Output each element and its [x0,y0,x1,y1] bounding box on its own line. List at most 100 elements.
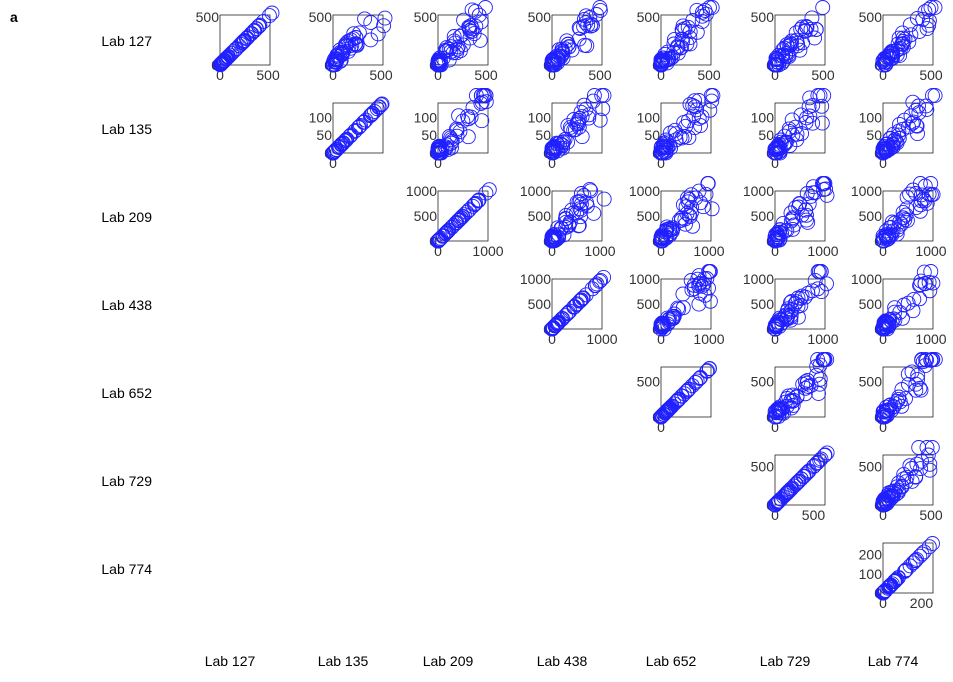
x-tick-label: 0 [879,67,887,83]
data-point [465,100,481,116]
data-point [895,210,911,226]
data-point [806,458,822,474]
column-label: Lab 127 [205,653,256,669]
data-point [685,218,701,234]
data-point [915,354,931,370]
data-point [331,139,347,155]
axes-frame [774,102,826,154]
axes-frame [437,102,489,154]
data-point [564,202,580,218]
axes-frame [660,278,712,330]
data-point [689,2,705,18]
data-point [684,378,700,394]
data-point [662,227,678,243]
y-tick-label: 1000 [520,183,551,199]
y-tick-label: 100 [309,109,333,125]
data-point [917,4,933,20]
axes-frame [551,190,603,242]
data-point [790,309,806,325]
y-tick-label: 50 [421,127,437,143]
data-point [891,475,907,491]
data-point [780,45,796,61]
data-point [898,391,913,407]
data-point [574,109,590,125]
x-tick-label: 1000 [584,243,615,259]
data-point [224,45,240,61]
y-tick-label: 500 [751,373,775,389]
data-point [358,112,374,128]
data-point [774,405,790,421]
y-tick-label: 500 [859,373,883,389]
data-point [794,126,810,141]
data-point [674,130,690,146]
data-point [927,0,943,15]
data-point [471,193,486,208]
data-point [678,199,694,215]
data-point [657,405,673,421]
data-point [770,229,786,245]
data-point [923,176,939,191]
x-tick-label: 0 [879,331,887,347]
data-point [913,197,929,213]
data-point [547,318,563,334]
data-point [788,476,804,492]
y-tick-label: 50 [316,127,332,143]
data-point [919,440,935,455]
data-point [901,119,916,135]
data-point [884,44,900,60]
data-point [793,107,809,123]
x-tick-label: 0 [879,507,887,523]
data-point [431,54,447,69]
x-tick-label: 200 [910,595,934,611]
data-point [791,199,807,215]
data-point [704,0,720,15]
data-point [881,579,897,595]
data-point [922,462,938,478]
data-point [921,13,937,29]
x-tick-label: 0 [771,419,779,435]
data-point [594,88,610,103]
x-tick-label: 1000 [807,243,838,259]
axes-frame [219,14,271,66]
row-label: Lab 209 [101,209,152,225]
data-point [575,290,591,306]
data-point [922,456,938,472]
data-point [235,34,251,50]
y-tick-label: 500 [414,9,438,25]
scatter-panel: 0 500 0 [637,361,717,435]
data-point [325,57,341,73]
data-point [911,24,927,39]
data-point [691,183,707,199]
y-tick-label: 0 [652,409,660,425]
data-point [918,352,934,367]
data-point [767,497,783,513]
data-point [894,398,910,414]
data-point [899,189,915,205]
data-point [660,402,676,418]
data-point [668,394,684,410]
data-point [446,29,462,44]
x-tick-label: 0 [657,419,665,435]
y-tick-label: 100 [414,109,438,125]
data-point [586,88,602,103]
data-point [900,295,916,311]
row-label: Lab 652 [101,385,152,401]
data-point [573,292,589,308]
data-point [553,220,569,236]
data-point [885,223,901,239]
x-tick-label: 500 [802,507,826,523]
data-point [329,47,345,63]
data-point [682,36,698,52]
data-point [353,118,368,133]
data-point [784,33,800,49]
data-point [771,230,787,246]
data-point [923,352,939,368]
y-tick-label: 500 [637,208,661,224]
data-point [700,176,716,191]
axes-frame [660,366,712,418]
y-tick-label: 500 [859,296,883,312]
data-point [921,1,937,17]
